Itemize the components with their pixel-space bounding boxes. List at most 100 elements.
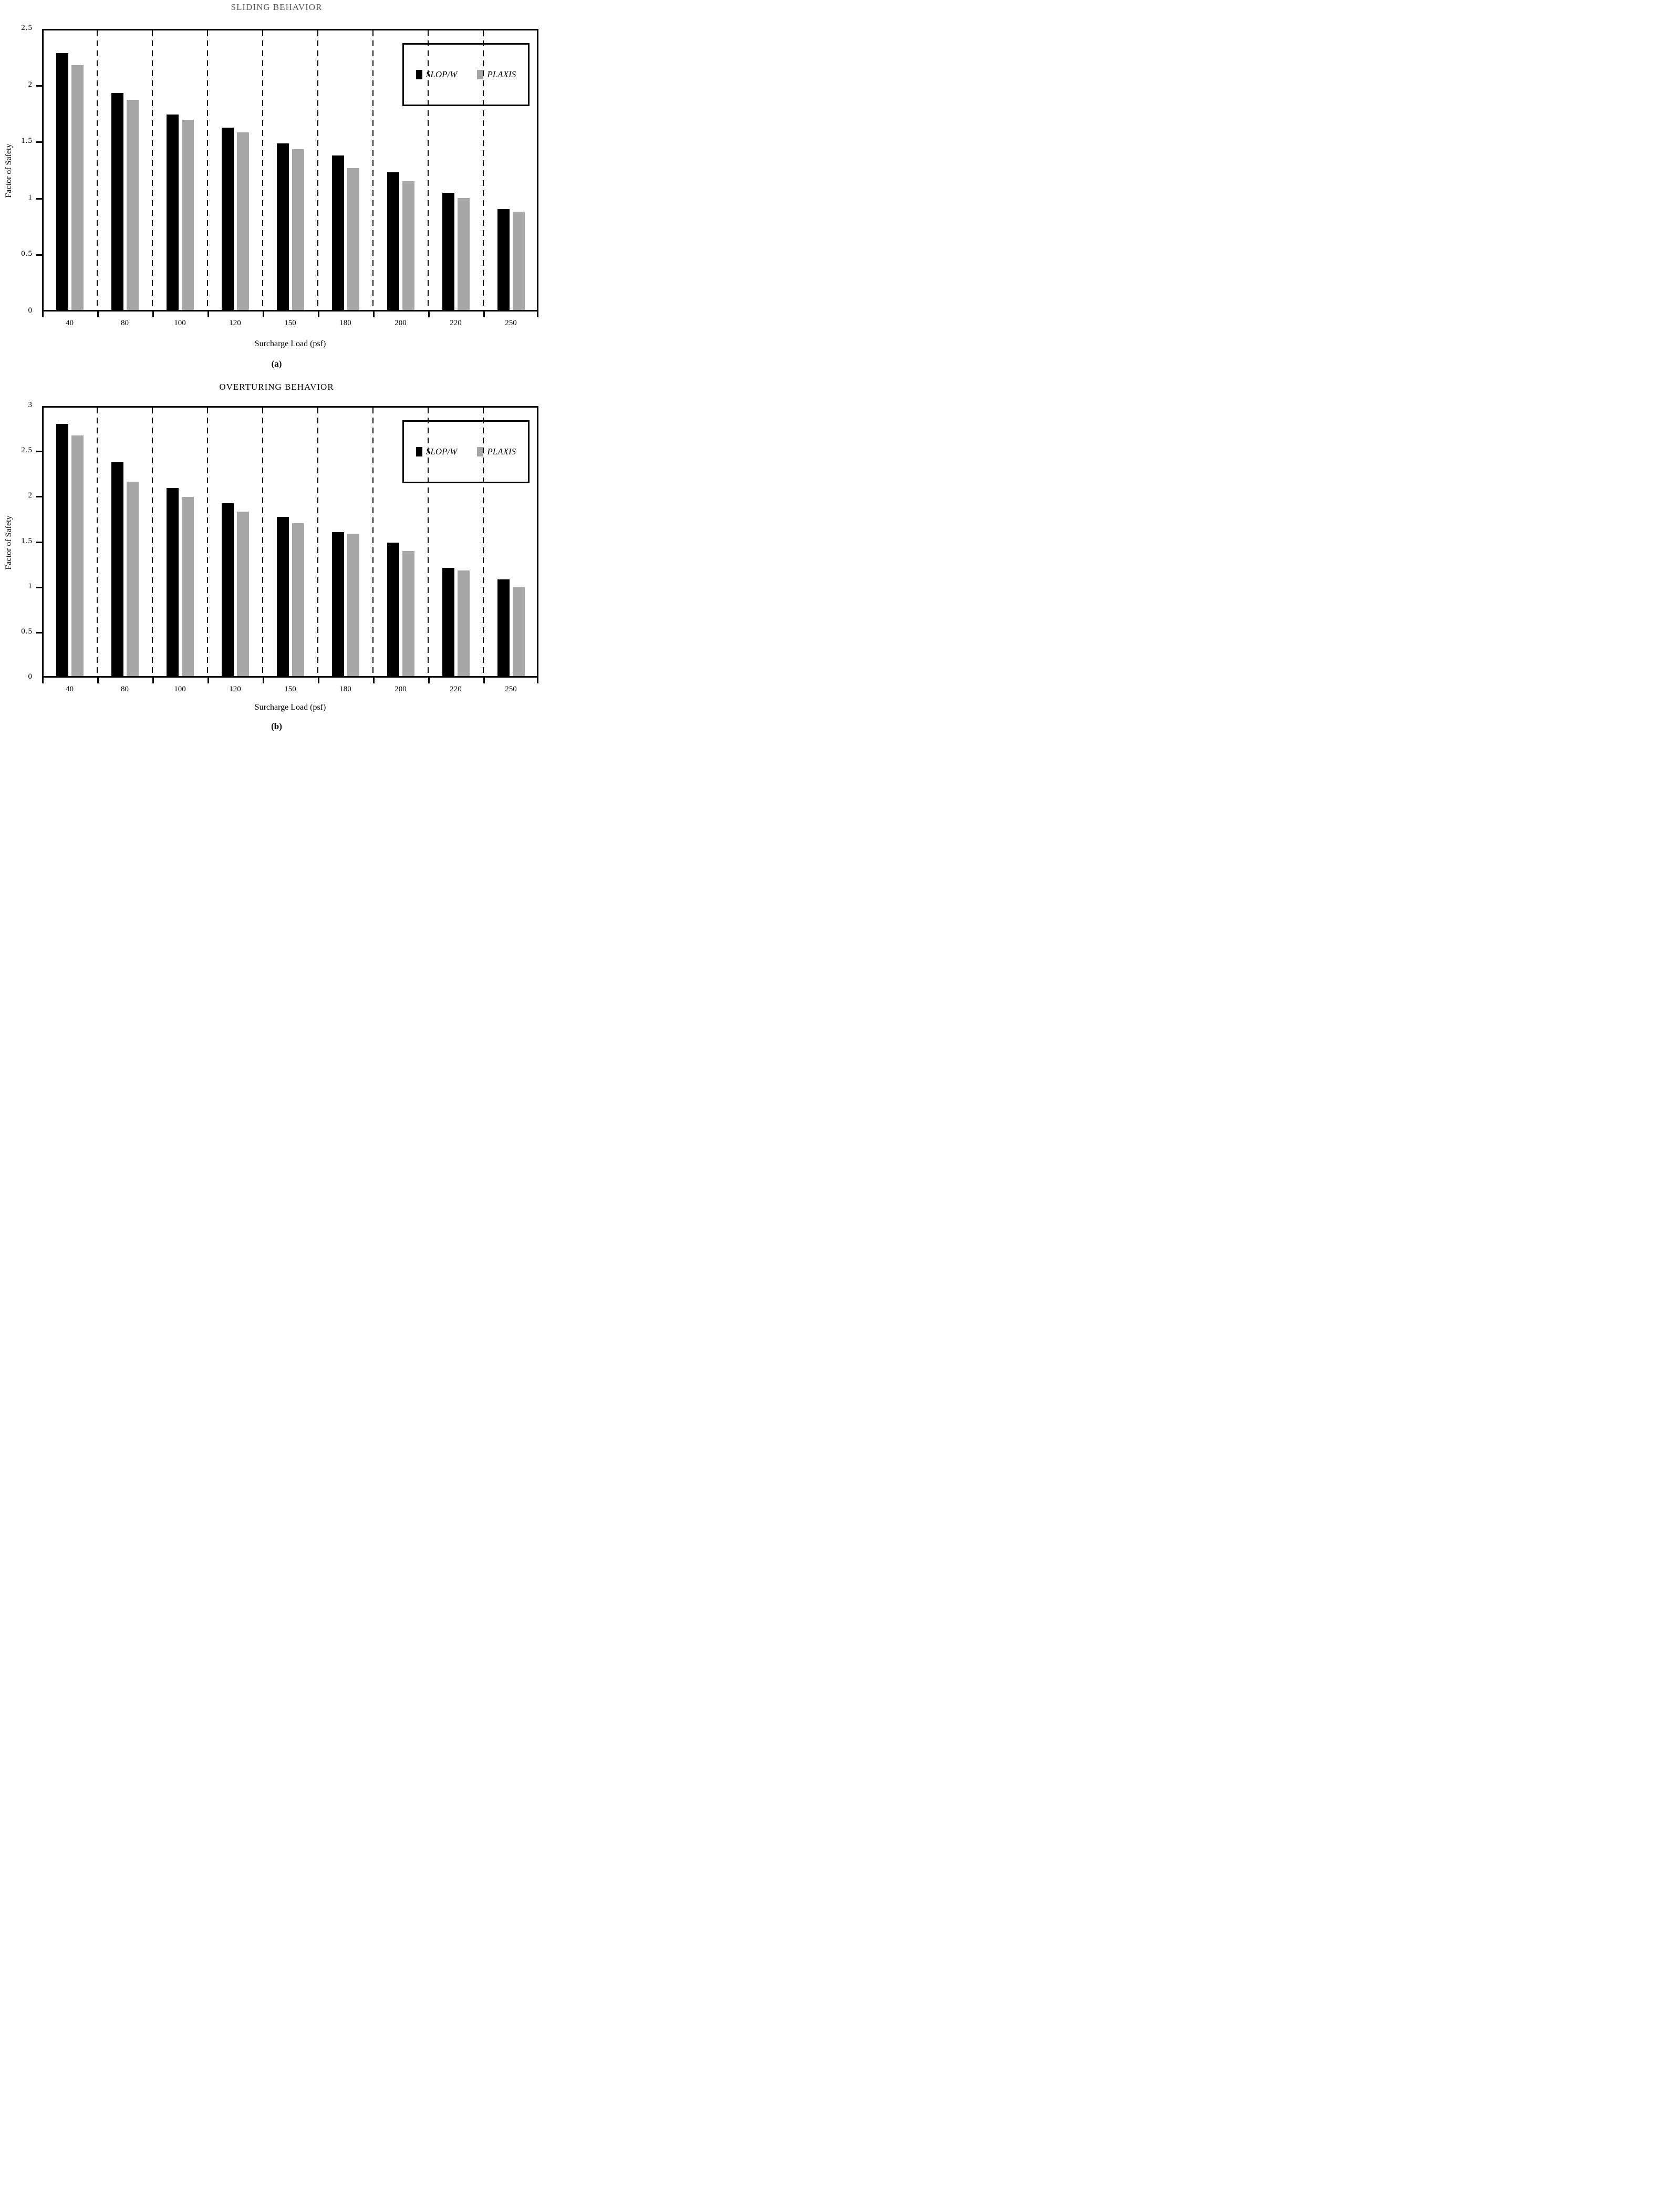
category-boundary-gridline [207,30,208,310]
category-boundary-gridline [428,30,429,310]
x-axis-category-label: 40 [66,685,74,693]
chart-b-x-axis-title: Surcharge Load (psf) [254,703,326,712]
category-boundary-gridline [317,30,318,310]
y-axis-tick-label: 0 [28,672,33,681]
x-axis-category-label: 220 [450,685,462,693]
chart-a-title: SLIDING BEHAVIOR [231,2,323,12]
bar-slopw-40 [56,53,68,310]
chart-a-plot-area: SLOP/W PLAXIS [42,29,538,311]
x-axis-tick [373,678,375,683]
chart-a-caption: (a) [271,359,282,369]
category-boundary-gridline [428,408,429,676]
x-axis-tick [152,678,154,683]
bar-plaxis-250 [512,587,525,676]
x-axis-tick [208,678,209,683]
x-axis-category-label: 150 [284,685,296,693]
x-axis-category-label: 120 [229,685,241,693]
slopw-swatch-icon [416,447,422,456]
x-axis-tick [318,678,319,683]
chart-a-legend: SLOP/W PLAXIS [402,43,530,106]
category-boundary-gridline [262,408,263,676]
y-axis-tick-label: 2.5 [21,446,33,455]
x-axis-category-label: 100 [174,319,186,327]
x-axis-tick [428,311,430,317]
category-boundary-gridline [207,408,208,676]
y-axis-tick [36,198,42,200]
y-axis-tick [36,85,42,87]
figure-page: SLIDING BEHAVIOR Factor of Safety SLOP/W… [0,0,553,738]
bar-plaxis-200 [402,181,414,310]
category-boundary-gridline [483,30,484,310]
bar-plaxis-100 [181,120,194,310]
y-axis-tick [36,631,42,634]
y-axis-tick [36,451,42,453]
bar-slopw-80 [111,93,123,310]
plaxis-swatch-icon [477,447,484,456]
bar-slopw-250 [497,209,510,310]
x-axis-tick [483,311,485,317]
bar-plaxis-250 [512,211,525,310]
x-axis-tick [152,311,154,317]
bar-plaxis-180 [347,534,359,676]
x-axis-category-label: 100 [174,685,186,693]
bar-slopw-40 [56,423,68,676]
y-axis-tick-label: 1.5 [21,536,33,545]
y-axis-tick [36,541,42,543]
bar-slopw-180 [331,155,344,310]
legend-label-slopw: SLOP/W [426,446,458,456]
bar-plaxis-40 [71,65,84,310]
y-axis-tick-label: 0.5 [21,627,33,636]
category-boundary-gridline [97,30,98,310]
x-axis-category-label: 200 [395,685,407,693]
bar-slopw-220 [442,192,454,310]
bar-slopw-180 [331,532,344,676]
bar-plaxis-40 [71,435,84,676]
plaxis-swatch-icon [477,70,484,79]
category-boundary-gridline [152,30,153,310]
y-axis-tick-label: 3 [28,401,33,409]
x-axis-category-label: 40 [66,319,74,327]
category-boundary-gridline [372,30,374,310]
bar-slopw-150 [276,143,289,310]
category-boundary-gridline [97,408,98,676]
bar-slopw-200 [387,172,399,310]
chart-b-legend: SLOP/W PLAXIS [402,420,530,483]
x-axis-tick [373,311,375,317]
x-axis-category-label: 80 [121,319,129,327]
x-axis-category-label: 250 [505,319,517,327]
legend-label-slopw: SLOP/W [426,69,458,79]
bar-plaxis-150 [292,149,304,310]
bar-slopw-80 [111,462,123,676]
x-axis-tick [318,311,319,317]
y-axis-tick-label: 1 [28,581,33,590]
bar-slopw-220 [442,567,454,676]
category-boundary-gridline [483,408,484,676]
x-axis-tick [263,678,264,683]
bar-plaxis-180 [347,168,359,310]
y-axis-tick [36,141,42,143]
x-axis-category-label: 120 [229,319,241,327]
legend-entry-plaxis: PLAXIS [477,69,516,80]
y-axis-tick [36,496,42,498]
chart-a-x-axis-title: Surcharge Load (psf) [254,339,326,348]
legend-label-plaxis: PLAXIS [487,446,516,456]
legend-entry-plaxis: PLAXIS [477,446,516,457]
x-axis-category-label: 180 [339,685,351,693]
bar-slopw-100 [166,488,179,676]
legend-entry-slopw: SLOP/W [416,446,458,457]
bar-plaxis-120 [236,511,249,676]
chart-b-caption: (b) [271,721,282,731]
bar-slopw-120 [221,503,234,676]
bar-slopw-250 [497,579,510,676]
category-boundary-gridline [372,408,374,676]
x-axis-category-label: 250 [505,685,517,693]
bar-plaxis-220 [457,570,470,676]
bar-plaxis-200 [402,551,414,676]
bar-plaxis-120 [236,132,249,310]
y-axis-tick-label: 0 [28,306,33,315]
x-axis-tick [42,311,44,317]
y-axis-tick-label: 1 [28,193,33,202]
y-axis-tick-label: 2 [28,80,33,89]
bar-plaxis-80 [126,99,139,310]
legend-label-plaxis: PLAXIS [487,69,516,79]
